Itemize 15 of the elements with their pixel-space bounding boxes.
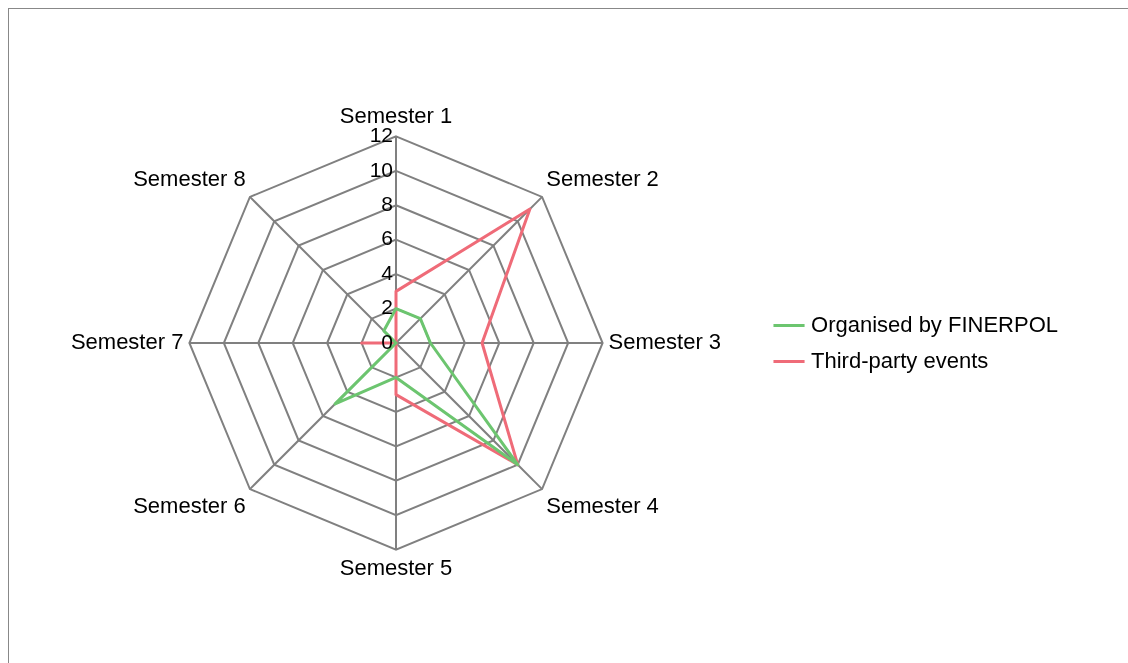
spoke-label: Semester 8 <box>133 165 246 191</box>
y-tick-label: 10 <box>369 157 393 181</box>
y-tick-label: 2 <box>381 295 393 319</box>
y-tick-label: 6 <box>381 226 393 250</box>
y-tick-label: 4 <box>381 260 394 284</box>
spoke-label: Semester 5 <box>339 554 453 580</box>
spoke-label: Semester 6 <box>133 492 246 518</box>
spoke-label: Semester 4 <box>546 492 659 518</box>
y-tick-label: 0 <box>381 329 393 353</box>
spoke-label: Semester 7 <box>70 329 184 355</box>
spoke-label: Semester 3 <box>608 329 722 355</box>
y-tick-label: 8 <box>381 192 393 216</box>
spoke-label: Semester 2 <box>546 165 659 191</box>
legend-label: Third-party events <box>811 347 989 373</box>
legend-label: Organised by FINERPOL <box>811 311 1058 337</box>
